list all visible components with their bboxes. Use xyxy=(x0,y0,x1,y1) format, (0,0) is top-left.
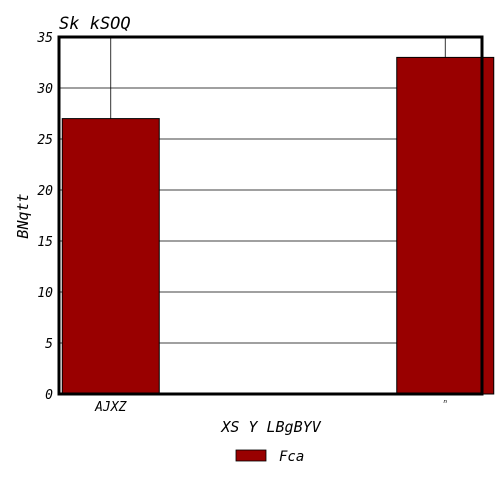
legend: Fca xyxy=(235,449,304,465)
y-tick-label: 30 xyxy=(36,82,53,97)
chart-title: Sk kSOQ xyxy=(59,14,131,34)
x-tick-label: AJXZ xyxy=(94,400,127,415)
x-tick-label: ⁿ xyxy=(443,399,448,409)
x-axis-label: XS Y LBgBYV xyxy=(220,418,321,436)
y-tick-label: 10 xyxy=(37,286,53,301)
y-tick-label: 35 xyxy=(36,31,53,46)
legend-swatch xyxy=(235,449,267,462)
y-tick-label: 5 xyxy=(45,337,53,352)
y-axis-label: BNqtt xyxy=(14,193,32,238)
bar xyxy=(396,56,495,395)
y-tick-label: 0 xyxy=(45,388,53,403)
bar xyxy=(61,118,160,395)
y-tick-label: 20 xyxy=(37,184,53,199)
bars xyxy=(61,56,495,395)
legend-label: Fca xyxy=(279,449,304,465)
y-tick-label: 15 xyxy=(37,235,53,250)
x-axis-ticks: AJXZ ⁿ xyxy=(94,399,448,415)
y-axis-ticks: 0 5 10 15 20 25 30 35 xyxy=(36,31,53,403)
plot-frame xyxy=(57,35,484,396)
y-tick-label: 25 xyxy=(37,133,53,148)
